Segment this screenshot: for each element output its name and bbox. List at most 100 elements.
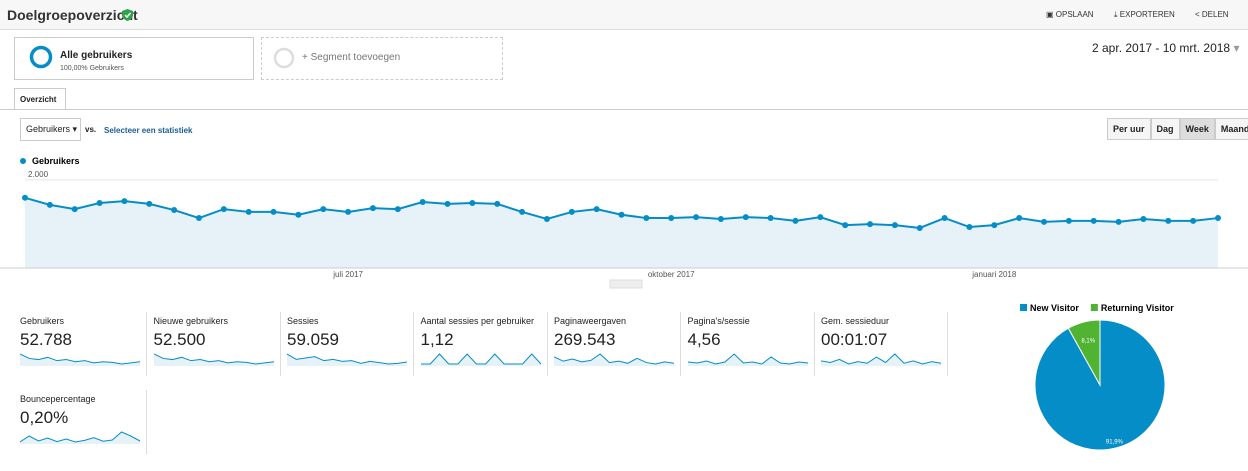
metric-value: 52.500 — [153, 330, 206, 349]
tab-label: Overzicht — [20, 95, 57, 104]
point — [71, 206, 78, 213]
export-button[interactable]: ⤓ EXPORTEREN — [1114, 10, 1175, 19]
sparkline-area — [687, 354, 808, 366]
metric-label: Aantal sessies per gebruiker — [420, 316, 535, 326]
metric-label: Paginaweergaven — [554, 316, 627, 326]
point — [345, 208, 352, 215]
metric-separator — [546, 312, 548, 376]
legend-marker — [20, 158, 26, 164]
segment-add-label: + Segment toevoegen — [302, 52, 401, 63]
point — [1215, 215, 1221, 222]
tab-rule — [0, 109, 1248, 110]
point — [1140, 216, 1147, 222]
point — [444, 200, 451, 207]
metric: Pagina's/sessie 4,56 — [687, 316, 808, 376]
slice-label: 91,9% — [1106, 439, 1124, 445]
sparkline-area — [20, 354, 140, 366]
slice-label: 8,1% — [1081, 339, 1095, 345]
sparkline-line — [286, 353, 408, 365]
period-buttons: Per uur Dag Week Maand — [1107, 118, 1248, 140]
metric: Paginaweergaven 269.543 — [553, 316, 675, 376]
point — [270, 208, 277, 215]
sparkline — [687, 353, 808, 366]
metric-label: Gem. sessieduur — [821, 316, 890, 326]
point — [568, 208, 575, 215]
point — [817, 214, 824, 221]
point — [543, 216, 550, 222]
share-button[interactable]: < DELEN — [1195, 10, 1229, 19]
pie-slice — [1067, 319, 1101, 387]
point — [842, 222, 849, 229]
segment-detail: 100,00% Gebruikers — [60, 65, 124, 72]
sparkline — [153, 353, 274, 366]
point — [593, 206, 600, 213]
sparkline — [420, 353, 541, 366]
period-button[interactable]: Maand — [1214, 118, 1248, 140]
point — [1190, 217, 1197, 224]
point — [1090, 217, 1097, 224]
point — [1165, 217, 1172, 224]
legend-swatch — [1020, 304, 1027, 311]
point — [1041, 218, 1048, 225]
sparkline-line — [153, 353, 274, 365]
share-label: DELEN — [1201, 10, 1229, 19]
metric-label: Sessies — [287, 316, 319, 326]
x-tick-label: januari 2018 — [971, 270, 1017, 279]
metric-value: 1,12 — [420, 330, 454, 349]
period-button[interactable]: Dag — [1150, 118, 1180, 140]
segment-add-icon — [273, 47, 295, 69]
period-button[interactable]: Week — [1179, 118, 1215, 140]
sparkline-area — [20, 432, 140, 444]
point — [742, 214, 749, 221]
sparkline-area — [554, 354, 674, 366]
vs-label: vs. — [85, 125, 97, 134]
metric-value: 0,20% — [20, 408, 69, 427]
metric-separator — [947, 312, 948, 376]
tab[interactable] — [14, 88, 66, 110]
metric-label: Bouncepercentage — [20, 394, 96, 404]
sparkline-line — [420, 353, 541, 365]
top-bar — [0, 0, 1248, 30]
point — [966, 224, 973, 231]
save-button[interactable]: ▣ OPSLAAN — [1046, 10, 1094, 19]
point — [394, 206, 401, 213]
metric: Sessies 59.059 — [286, 316, 408, 376]
segment-add[interactable] — [261, 37, 503, 80]
x-tick-label: juli 2017 — [332, 270, 363, 279]
sparkline-line — [687, 353, 808, 365]
area — [25, 197, 1218, 268]
segment-active[interactable] — [14, 37, 254, 80]
point — [717, 216, 724, 222]
metric-separator — [279, 312, 281, 376]
point — [46, 201, 53, 208]
period-button[interactable]: Per uur — [1107, 118, 1151, 140]
pie-chart: New Visitor Returning Visitor 91,9% 8,1% — [1020, 303, 1174, 451]
point — [1016, 215, 1023, 222]
segment-icon — [29, 45, 53, 69]
select-metric[interactable]: Selecteer een statistiek — [104, 126, 193, 135]
point — [792, 217, 799, 224]
point — [171, 207, 178, 214]
point — [916, 224, 923, 231]
legend-label: Gebruikers — [32, 156, 80, 166]
point — [867, 221, 874, 228]
metric-dropdown[interactable]: Gebruikers ▾ — [20, 118, 81, 141]
point — [245, 208, 252, 215]
point — [146, 200, 153, 207]
page-title: Doelgroepoverzicht — [7, 7, 138, 23]
point — [1065, 217, 1072, 224]
point — [668, 215, 675, 222]
point — [320, 206, 327, 213]
date-range-label: 2 apr. 2017 - 10 mrt. 2018 — [1092, 41, 1231, 55]
metric-label: Nieuwe gebruikers — [153, 316, 229, 326]
date-range[interactable]: 2 apr. 2017 - 10 mrt. 2018 ▾ — [1092, 41, 1240, 55]
legend-swatch — [1090, 304, 1098, 311]
point — [1115, 218, 1122, 225]
point — [991, 222, 998, 229]
point — [643, 215, 650, 222]
sparkline — [19, 353, 141, 366]
point — [494, 200, 501, 207]
point — [369, 205, 376, 212]
